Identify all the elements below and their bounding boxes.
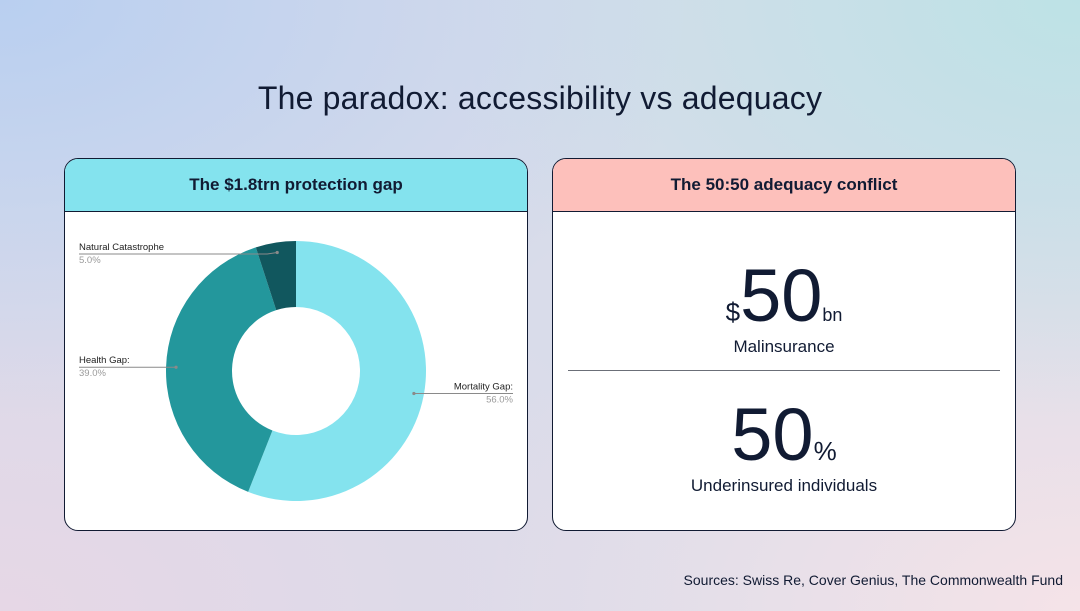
protection-gap-header: The $1.8trn protection gap — [65, 159, 527, 212]
natural-catastrophe-slice — [255, 241, 296, 311]
natural-catastrophe-leader — [79, 251, 278, 255]
stat-divider — [568, 370, 1000, 371]
donut-chart-area: Mortality Gap: 56.0% Health Gap: 39.0% Natur… — [65, 212, 527, 530]
currency-symbol: $ — [725, 297, 741, 327]
adequacy-conflict-card: The 50:50 adequacy conflict $50bn Malins… — [552, 158, 1016, 531]
billion-unit: bn — [822, 305, 843, 325]
health-gap-leader-dot — [174, 365, 178, 369]
mortality-gap-slice — [248, 241, 426, 501]
health-gap-slice — [165, 247, 277, 492]
donut-chart: Mortality Gap: 56.0% Health Gap: 39.0% Natur… — [79, 241, 514, 501]
protection-gap-card: The $1.8trn protection gap Mortality Gap… — [64, 158, 528, 531]
mortality-gap-value-label: 56.0% — [486, 394, 513, 405]
sources-note: Sources: Swiss Re, Cover Genius, The Com… — [683, 572, 1063, 588]
mortality-gap-leader-dot — [412, 391, 416, 396]
percent-symbol: % — [813, 436, 837, 466]
adequacy-conflict-header: The 50:50 adequacy conflict — [553, 159, 1015, 212]
underinsured-label: Underinsured individuals — [690, 476, 878, 495]
page-title: The paradox: accessibility vs adequacy — [257, 80, 823, 116]
underinsured-value: 50 — [731, 393, 814, 476]
underinsured-stat: 50% Underinsured individuals — [553, 398, 1015, 496]
mortality-gap-label: Mortality Gap: — [454, 381, 513, 392]
malinsurance-label: Malinsurance — [733, 337, 835, 356]
natural-catastrophe-leader-dot — [275, 250, 279, 255]
health-gap-label: Health Gap: — [79, 355, 130, 366]
natural-catastrophe-value-label: 5.0% — [79, 255, 101, 266]
natural-catastrophe-label: Natural Catastrophe — [79, 242, 164, 253]
malinsurance-value: 50 — [740, 254, 823, 337]
malinsurance-stat: $50bn Malinsurance — [553, 259, 1015, 357]
health-gap-value-label: 39.0% — [79, 368, 106, 379]
